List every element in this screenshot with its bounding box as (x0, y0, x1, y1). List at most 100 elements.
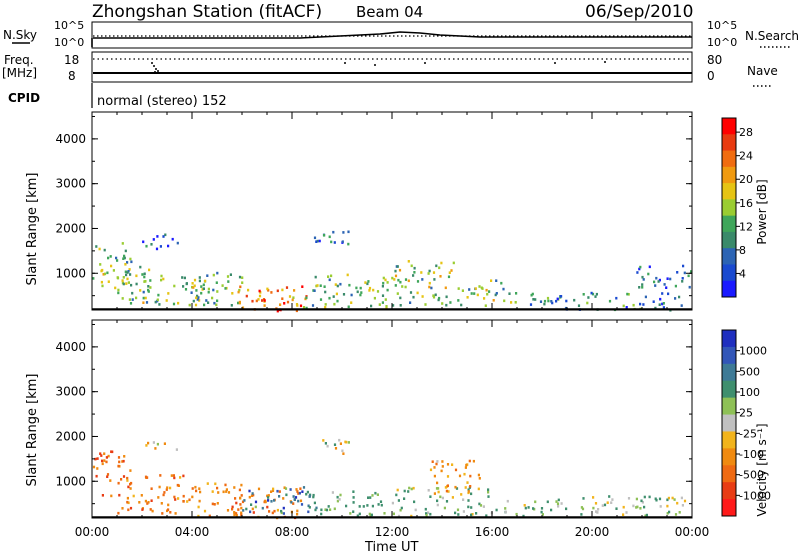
power-data-cell (239, 285, 242, 289)
power-data-cell (173, 284, 176, 288)
vel-data-cell (469, 485, 472, 488)
power-data-cell (421, 295, 424, 298)
vel-data-cell (267, 499, 270, 502)
vel-data-cell (235, 512, 238, 515)
vel-data-cell (352, 501, 355, 504)
vel-data-cell (101, 494, 104, 497)
vel-data-cell (666, 504, 669, 508)
power-data-cell (445, 303, 448, 307)
x-tick-label: 00:00 (75, 525, 110, 539)
power-data-cell (311, 304, 315, 307)
power-data-cell (103, 272, 107, 276)
colorbar-swatch (722, 199, 736, 217)
power-data-cell (154, 300, 157, 304)
vel-data-cell (188, 498, 191, 502)
power-data-cell (532, 298, 535, 301)
vel-data-cell (606, 501, 609, 504)
noise-tick-left-top: 10^5 (54, 19, 84, 32)
power-data-cell (266, 287, 269, 291)
vel-data-cell (203, 509, 207, 513)
vel-data-cell (326, 444, 329, 448)
power-data-cell (95, 245, 98, 248)
nave-dropouts (151, 61, 606, 73)
vel-data-cell (266, 494, 269, 498)
freq-tick-top: 18 (64, 53, 79, 67)
power-data-cell (176, 241, 179, 245)
power-data-cell (283, 302, 286, 305)
power-data-cell (466, 296, 469, 299)
power-data-cell (270, 291, 273, 294)
vel-data-cell (596, 511, 599, 514)
vel-data-cell (150, 487, 153, 490)
vel-data-cell (441, 465, 444, 468)
power-data-cell (674, 297, 677, 300)
power-data-cell (295, 309, 298, 313)
vel-data-cell (468, 459, 471, 463)
vel-data-cell (470, 513, 473, 517)
vel-data-cell (482, 505, 485, 508)
vel-data-cell (369, 496, 372, 499)
power-data-cell (473, 292, 476, 295)
vel-data-cell (248, 495, 251, 499)
vel-data-cell (396, 488, 399, 492)
vel-data-cell (315, 506, 318, 510)
velocity-panel: 1000 2000 3000 4000 00:00 04:00 08:00 12:00 16:… (25, 319, 709, 554)
vel-data-cell (197, 514, 200, 518)
power-data-cell (238, 275, 242, 279)
power-data-cell (399, 304, 402, 307)
power-data-cell (457, 299, 460, 302)
vel-data-cell (487, 488, 490, 491)
vel-data-cell (217, 491, 220, 494)
power-data-cell (339, 282, 342, 286)
vel-data-cell (427, 511, 430, 514)
vel-data-cell (674, 513, 678, 516)
power-data-cell (622, 304, 625, 308)
vel-data-cell (403, 497, 406, 500)
vel-data-cell (666, 498, 669, 502)
vel-data-cell (648, 495, 651, 499)
vel-data-cell (597, 508, 600, 511)
power-data-cell (484, 304, 487, 307)
power-data-cell (107, 256, 110, 260)
vel-data-cell (668, 510, 671, 514)
power-data-cell (149, 279, 152, 282)
freq-panel (91, 51, 693, 83)
vel-data-cell (465, 463, 468, 467)
power-data-cell (229, 273, 232, 276)
power-data-cell (407, 260, 410, 263)
power-data-cell (145, 244, 148, 248)
vel-data-cell (126, 479, 129, 482)
vel-data-cell (444, 486, 447, 489)
power-data-cell (394, 274, 398, 278)
vel-data-cell (534, 500, 537, 504)
vel-data-cell (96, 467, 99, 470)
vel-data-cell (436, 481, 439, 485)
power-data-cell (323, 234, 326, 237)
velocity-x-axis: 00:00 04:00 08:00 12:00 16:00 20:00 00:00 (75, 320, 709, 539)
vel-data-cell (314, 508, 317, 512)
power-y-axis: 1000 2000 3000 4000 (55, 115, 692, 297)
vel-data-cell (120, 478, 123, 481)
power-data-cell (447, 275, 451, 279)
power-data-cell (126, 277, 129, 281)
power-data-cell (335, 292, 338, 296)
vel-data-cell (157, 496, 160, 499)
power-data-cell (224, 287, 227, 290)
power-data-cell (413, 271, 416, 274)
power-data-cell (441, 302, 444, 305)
power-data-cell (213, 301, 216, 305)
power-data-cell (165, 299, 168, 302)
power-panel: 1000 2000 3000 4000 Slant Range [km] (25, 111, 693, 313)
vel-data-cell (276, 489, 279, 493)
power-data-cell (159, 245, 162, 248)
vel-data-cell (129, 482, 132, 486)
power-data-cell (212, 288, 215, 292)
vel-data-cell (214, 482, 217, 486)
power-data-cell (301, 285, 304, 288)
vel-data-cell (239, 496, 242, 500)
power-data-cell (676, 271, 679, 274)
colorbar-swatch (722, 330, 736, 348)
vel-data-cell (339, 493, 342, 497)
velocity-y-axis-label: Slant Range [km] (25, 374, 40, 487)
power-data-cell (281, 288, 284, 292)
